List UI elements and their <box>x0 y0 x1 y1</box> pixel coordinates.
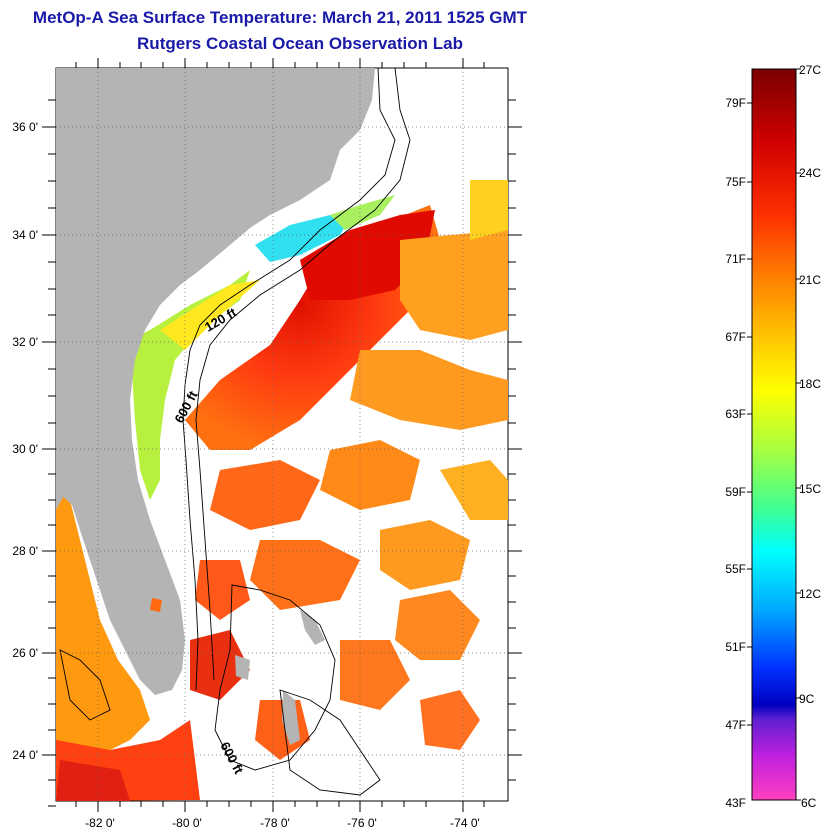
lat-label-26: 26 0' <box>12 646 38 660</box>
f-label-79: 79F <box>725 96 746 110</box>
c-label-12: 12C <box>799 587 821 601</box>
f-label-51: 51F <box>725 640 746 654</box>
axis-ticks <box>42 58 522 812</box>
c-label-21: 21C <box>799 273 821 287</box>
land <box>56 68 375 745</box>
f-label-59: 59F <box>725 485 746 499</box>
f-label-43: 43F <box>725 796 746 810</box>
colorbar-fahrenheit-labels: 79F 75F 71F 67F 63F 59F 55F 51F 47F 43F <box>725 96 746 810</box>
lat-label-32: 32 0' <box>12 335 38 349</box>
map-subtitle: Rutgers Coastal Ocean Observation Lab <box>137 34 463 53</box>
lon-label-80: -80 0' <box>172 816 202 830</box>
temperature-colorbar: 79F 75F 71F 67F 63F 59F 55F 51F 47F 43F … <box>725 63 821 810</box>
f-label-71: 71F <box>725 252 746 266</box>
lat-lon-grid <box>56 68 508 801</box>
map-area: 24 0' 26 0' 28 0' 30 0' 32 0' 34 0' 36 0… <box>12 58 522 830</box>
c-label-27: 27C <box>799 63 821 77</box>
f-label-67: 67F <box>725 330 746 344</box>
colorbar-gradient <box>751 68 797 801</box>
bathymetry-contours <box>59 68 411 796</box>
f-label-47: 47F <box>725 718 746 732</box>
f-label-63: 63F <box>725 407 746 421</box>
lon-label-82: -82 0' <box>85 816 115 830</box>
lon-label-74: -74 0' <box>450 816 480 830</box>
longitude-labels: -82 0' -80 0' -78 0' -76 0' -74 0' <box>85 816 480 830</box>
c-label-6: 6C <box>801 796 817 810</box>
c-label-24: 24C <box>799 166 821 180</box>
lat-label-34: 34 0' <box>12 228 38 242</box>
c-label-18: 18C <box>799 377 821 391</box>
c-label-9: 9C <box>799 692 815 706</box>
f-label-55: 55F <box>725 562 746 576</box>
lat-label-24: 24 0' <box>12 748 38 762</box>
lon-label-78: -78 0' <box>260 816 290 830</box>
map-title: MetOp-A Sea Surface Temperature: March 2… <box>32 8 528 27</box>
f-label-75: 75F <box>725 175 746 189</box>
lat-label-28: 28 0' <box>12 544 38 558</box>
colorbar-celsius-labels: 27C 24C 21C 18C 15C 12C 9C 6C <box>799 63 821 810</box>
lat-label-36: 36 0' <box>12 120 38 134</box>
lon-label-76: -76 0' <box>347 816 377 830</box>
c-label-15: 15C <box>799 482 821 496</box>
latitude-labels: 24 0' 26 0' 28 0' 30 0' 32 0' 34 0' 36 0… <box>12 120 38 762</box>
lat-label-30: 30 0' <box>12 442 38 456</box>
